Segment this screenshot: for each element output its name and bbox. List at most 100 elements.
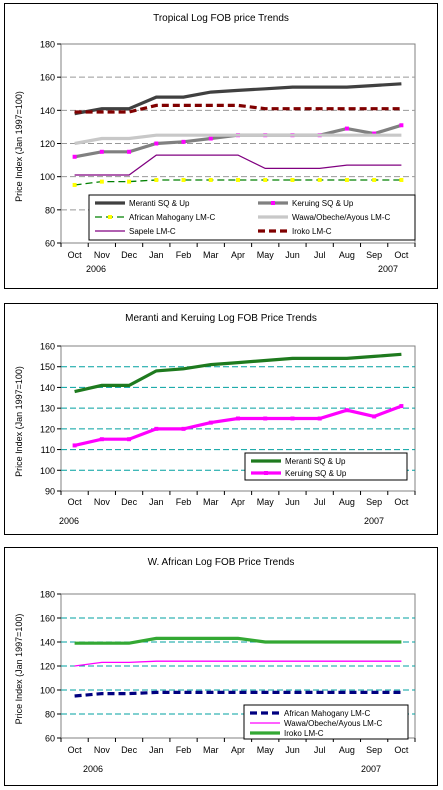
x-tick-label: Sep bbox=[366, 250, 382, 260]
data-point bbox=[99, 179, 104, 184]
x-tick-label: Jan bbox=[149, 497, 164, 507]
legend-label: Meranti SQ & Up bbox=[285, 457, 346, 466]
data-point bbox=[317, 416, 322, 421]
x-tick-label: Oct bbox=[68, 745, 83, 755]
y-tick-label: 160 bbox=[40, 614, 55, 624]
data-point bbox=[236, 177, 240, 182]
west-african-chart-panel: W. African Log FOB Price Trends 60 80 100 12… bbox=[4, 547, 438, 786]
x-tick-label: Aug bbox=[339, 745, 355, 755]
chart-title: Tropical Log FOB price Trends bbox=[153, 13, 289, 24]
series-line-4 bbox=[74, 154, 402, 176]
legend-label: Keruing SQ & Up bbox=[285, 469, 347, 478]
x-tick-label: Nov bbox=[94, 745, 111, 755]
data-point bbox=[236, 416, 240, 421]
meranti-keruing-chart: Meranti and Keruing Log FOB Price Trends… bbox=[14, 313, 416, 526]
y-tick-label: 120 bbox=[40, 139, 55, 149]
west-african-chart: W. African Log FOB Price Trends 60 80 100 12… bbox=[14, 557, 416, 774]
data-point bbox=[399, 123, 404, 128]
legend-marker bbox=[271, 201, 275, 205]
year-label-end: 2007 bbox=[378, 264, 398, 274]
x-tick-label: Nov bbox=[94, 250, 111, 260]
data-point bbox=[127, 437, 132, 442]
x-tick-label: Aug bbox=[339, 497, 355, 507]
x-tick-label: Oct bbox=[394, 745, 409, 755]
year-label-end: 2007 bbox=[361, 764, 381, 774]
x-tick-label: May bbox=[257, 497, 275, 507]
legend-label: Iroko LM-C bbox=[292, 227, 332, 236]
x-tick-label: Oct bbox=[394, 250, 409, 260]
year-label-start: 2006 bbox=[86, 264, 106, 274]
data-point bbox=[72, 443, 77, 448]
series-line-0 bbox=[74, 82, 402, 116]
meranti-keruing-chart-panel: Meranti and Keruing Log FOB Price Trends… bbox=[4, 303, 438, 535]
x-tick-label: Apr bbox=[231, 497, 245, 507]
legend-label: Wawa/Obeche/Ayous LM-C bbox=[284, 719, 382, 728]
data-point bbox=[208, 136, 213, 141]
data-point bbox=[154, 141, 159, 146]
x-tick-label: Apr bbox=[231, 745, 245, 755]
y-tick-label: 100 bbox=[40, 686, 55, 696]
x-tick-label: Dec bbox=[121, 497, 138, 507]
legend-marker bbox=[108, 215, 112, 219]
y-axis-title: Price Index (Jan 1997=100) bbox=[14, 366, 24, 477]
year-label-end: 2007 bbox=[364, 516, 384, 526]
y-tick-label: 110 bbox=[41, 445, 55, 455]
data-point bbox=[344, 177, 349, 182]
x-tick-label: Jun bbox=[285, 497, 300, 507]
x-tick-label: Feb bbox=[176, 250, 192, 260]
y-tick-label: 100 bbox=[40, 466, 55, 476]
data-point bbox=[263, 177, 268, 182]
legend-box bbox=[244, 452, 408, 481]
data-point bbox=[127, 179, 132, 184]
x-tick-label: Mar bbox=[203, 745, 219, 755]
x-tick-label: Sep bbox=[366, 497, 382, 507]
x-tick-label: Jul bbox=[314, 497, 326, 507]
year-label-start: 2006 bbox=[59, 516, 79, 526]
y-axis-title: Price Index (Jan 1997=100) bbox=[14, 614, 24, 725]
series-line-3 bbox=[74, 133, 402, 146]
x-tick-label: Nov bbox=[94, 497, 111, 507]
x-tick-label: Apr bbox=[231, 250, 245, 260]
x-tick-label: Aug bbox=[339, 250, 355, 260]
data-point bbox=[344, 408, 349, 413]
y-tick-label: 160 bbox=[40, 342, 55, 352]
legend-label: Wawa/Obeche/Ayous LM-C bbox=[292, 213, 390, 222]
x-tick-label: Oct bbox=[394, 497, 409, 507]
y-tick-label: 180 bbox=[40, 590, 55, 600]
data-point bbox=[399, 404, 404, 409]
legend-label: African Mahogany LM-C bbox=[284, 709, 370, 718]
legend-label: Keruing SQ & Up bbox=[292, 199, 354, 208]
x-tick-label: Jan bbox=[149, 745, 164, 755]
y-tick-label: 120 bbox=[40, 662, 55, 672]
data-point bbox=[290, 177, 295, 182]
y-tick-label: 160 bbox=[40, 73, 55, 83]
y-tick-label: 100 bbox=[40, 172, 55, 182]
x-tick-label: Jul bbox=[314, 745, 326, 755]
data-point bbox=[372, 177, 377, 182]
y-axis-title: Price Index (Jan 1997=100) bbox=[14, 91, 24, 202]
data-point bbox=[154, 177, 159, 182]
data-point bbox=[99, 437, 104, 442]
y-tick-label: 130 bbox=[40, 404, 55, 414]
x-tick-label: May bbox=[257, 745, 275, 755]
y-tick-label: 80 bbox=[45, 710, 55, 720]
legend-label: Meranti SQ & Up bbox=[129, 199, 190, 208]
data-point bbox=[290, 416, 295, 421]
series-line-0 bbox=[74, 352, 402, 394]
chart-title: W. African Log FOB Price Trends bbox=[148, 557, 295, 568]
x-tick-label: Jun bbox=[285, 745, 300, 755]
data-point bbox=[372, 131, 377, 136]
y-tick-label: 90 bbox=[45, 487, 55, 497]
data-point bbox=[99, 149, 104, 154]
x-tick-label: Mar bbox=[203, 497, 219, 507]
data-point bbox=[181, 426, 186, 431]
x-tick-label: Jan bbox=[149, 250, 164, 260]
x-tick-label: Dec bbox=[121, 250, 138, 260]
y-tick-label: 140 bbox=[40, 638, 55, 648]
y-tick-label: 140 bbox=[40, 383, 55, 393]
tropical-log-chart-panel: Tropical Log FOB price Trends 60 80 100 120 1… bbox=[4, 3, 438, 289]
x-tick-label: Jul bbox=[314, 250, 326, 260]
legend-marker bbox=[264, 471, 268, 475]
y-tick-label: 150 bbox=[40, 362, 55, 372]
data-point bbox=[72, 154, 77, 159]
